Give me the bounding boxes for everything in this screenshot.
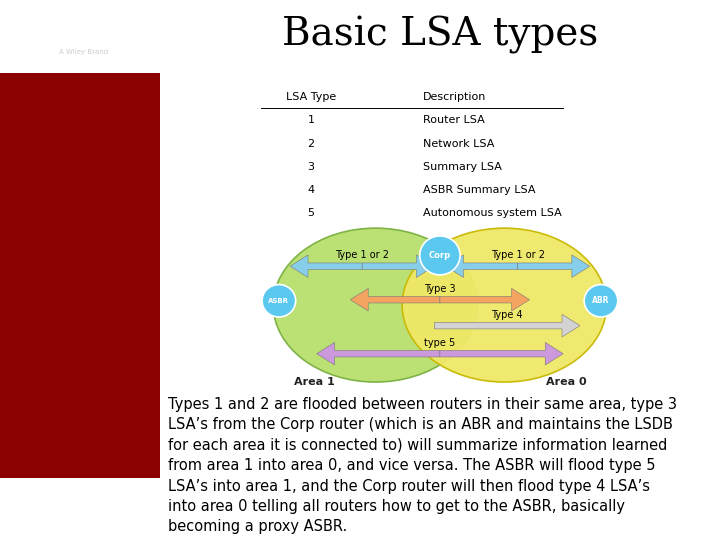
Text: Network LSA: Network LSA (423, 139, 495, 148)
Text: Type 1 or 2: Type 1 or 2 (336, 250, 390, 260)
FancyArrow shape (518, 255, 590, 278)
FancyArrow shape (317, 342, 440, 365)
Text: type 5: type 5 (424, 338, 456, 348)
Text: Autonomous system LSA: Autonomous system LSA (423, 208, 562, 218)
FancyArrow shape (351, 288, 440, 311)
Ellipse shape (402, 228, 606, 382)
Text: 1: 1 (307, 116, 315, 125)
FancyArrow shape (446, 255, 518, 278)
Text: SYBEX®: SYBEX® (54, 21, 112, 34)
Text: Corp: Corp (429, 251, 451, 260)
Text: 2: 2 (307, 139, 315, 148)
Bar (0, 73, 160, 478)
FancyArrow shape (362, 255, 434, 278)
Text: Router LSA: Router LSA (423, 116, 485, 125)
Text: 5: 5 (307, 208, 315, 218)
Text: ABR: ABR (593, 296, 610, 305)
Text: Area 0: Area 0 (546, 377, 586, 387)
Text: A Wiley Brand: A Wiley Brand (58, 50, 108, 56)
Text: Type 4: Type 4 (491, 309, 523, 320)
Text: Area 1: Area 1 (294, 377, 334, 387)
Text: WILEY: WILEY (17, 492, 143, 526)
Text: Basic LSA types: Basic LSA types (282, 16, 598, 54)
Text: ASBR: ASBR (269, 298, 289, 304)
FancyArrow shape (440, 342, 563, 365)
Text: Summary LSA: Summary LSA (423, 162, 502, 172)
Text: ASBR Summary LSA: ASBR Summary LSA (423, 185, 536, 195)
FancyArrow shape (440, 288, 529, 311)
Text: Type 3: Type 3 (424, 284, 456, 294)
FancyArrow shape (290, 255, 362, 278)
Text: Type 1 or 2: Type 1 or 2 (490, 250, 544, 260)
Circle shape (584, 285, 618, 317)
Text: LSA Type: LSA Type (286, 92, 336, 102)
Circle shape (420, 236, 460, 275)
Ellipse shape (274, 228, 478, 382)
Text: Types 1 and 2 are flooded between routers in their same area, type 3
LSA’s from : Types 1 and 2 are flooded between router… (168, 397, 678, 534)
FancyArrow shape (434, 314, 580, 337)
Text: Description: Description (423, 92, 487, 102)
Circle shape (262, 285, 296, 317)
Text: 4: 4 (307, 185, 315, 195)
Text: 3: 3 (307, 162, 315, 172)
